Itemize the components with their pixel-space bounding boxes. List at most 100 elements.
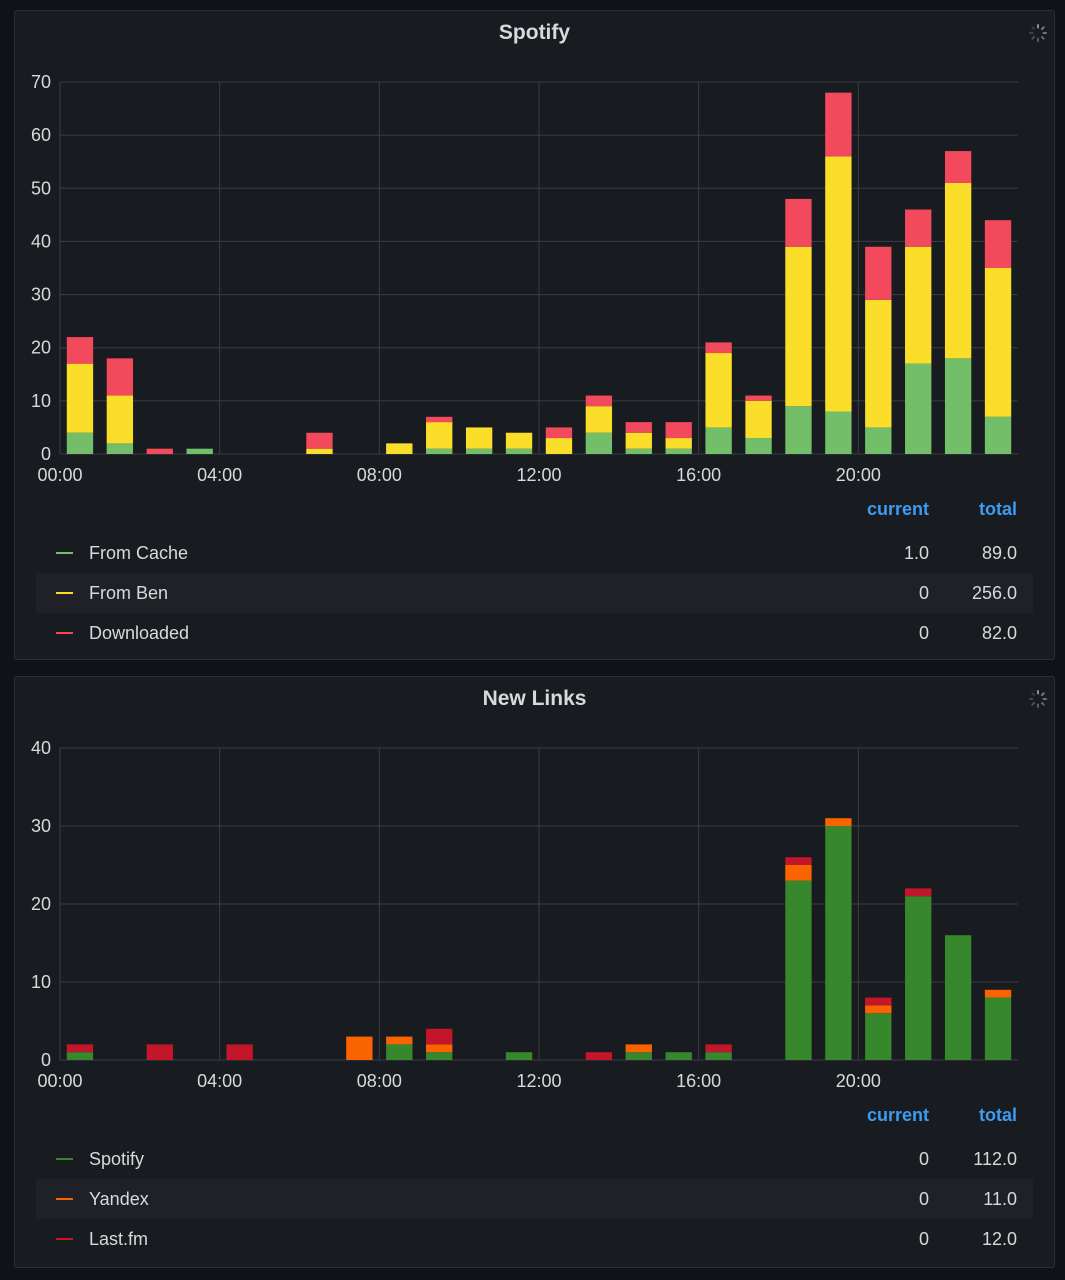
legend-label[interactable]: From Ben	[89, 583, 169, 603]
spotify-bar-chart[interactable]: 0 10 20 30 40 50 60 70 00:00 04:00 08:00 12:00 16:00…	[15, 11, 1056, 501]
series-color-swatch[interactable]	[56, 1158, 73, 1160]
bar-segment	[665, 448, 692, 454]
legend-item-from-ben[interactable]: From Ben 0 256.0	[36, 573, 1033, 613]
legend-label[interactable]: Yandex	[89, 1189, 149, 1209]
legend-header-current[interactable]: current	[866, 1105, 929, 1125]
y-tick-label: 0	[41, 444, 51, 464]
bar-segment	[426, 1028, 453, 1045]
bar-segment	[426, 448, 453, 454]
bar-segment	[146, 448, 173, 454]
legend-total-value: 112.0	[973, 1149, 1017, 1169]
bar-segment	[625, 1044, 652, 1053]
legend-current-value: 0	[918, 583, 929, 603]
bar-segment	[705, 1044, 732, 1053]
bar-segment	[186, 448, 213, 454]
bar-segment	[66, 1044, 94, 1053]
bar-segment	[825, 818, 852, 826]
bar-segment	[585, 406, 613, 433]
x-tick-label: 08:00	[357, 1071, 402, 1091]
y-tick-label: 0	[41, 1050, 51, 1070]
legend-item-downloaded[interactable]: Downloaded 0 82.0	[36, 613, 1033, 653]
bar-segment	[625, 432, 652, 449]
y-tick-label: 40	[31, 738, 51, 758]
bar-segment	[545, 438, 573, 454]
bar-segment	[984, 989, 1012, 998]
bar-segment	[386, 1044, 413, 1060]
bar-segment	[705, 353, 732, 428]
bar-segment	[745, 438, 772, 454]
legend-current-value: 1.0	[903, 543, 929, 563]
spotify-legend: current total From Cache 1.0 89.0 From B…	[36, 499, 1033, 653]
bar-segment	[306, 448, 333, 454]
legend-item-yandex[interactable]: Yandex 0 11.0	[36, 1179, 1033, 1219]
bar-segment	[785, 406, 812, 454]
new-links-bar-chart[interactable]: 0 10 20 30 40 00:00 04:00 08:00 12:00 16:00 20:00	[15, 677, 1056, 1107]
bar-segment	[585, 432, 613, 454]
bar-segment	[865, 1013, 892, 1060]
legend-current-value: 0	[918, 623, 929, 643]
bar-segment	[865, 299, 892, 428]
legend-label[interactable]: Downloaded	[89, 623, 190, 643]
bar-segment	[705, 427, 732, 454]
bar-segment	[785, 198, 812, 247]
bar-segment	[785, 880, 812, 1060]
x-tick-label: 12:00	[516, 1071, 561, 1091]
series-color-swatch[interactable]	[56, 632, 73, 634]
legend-total-value: 11.0	[983, 1189, 1017, 1209]
y-tick-label: 30	[31, 816, 51, 836]
panel-title[interactable]: Spotify	[498, 21, 571, 44]
legend-item-lastfm[interactable]: Last.fm 0 12.0	[36, 1219, 1033, 1259]
x-tick-label: 04:00	[197, 465, 242, 485]
bar-segment	[825, 411, 852, 454]
bar-segment	[905, 888, 932, 897]
legend-label[interactable]: From Cache	[89, 543, 189, 563]
x-tick-label: 16:00	[676, 1071, 721, 1091]
legend-header-current[interactable]: current	[866, 499, 929, 519]
legend-item-from-cache[interactable]: From Cache 1.0 89.0	[36, 533, 1033, 573]
legend-header-total[interactable]: total	[979, 1105, 1017, 1125]
x-tick-label: 16:00	[676, 465, 721, 485]
bar-segment	[426, 422, 453, 449]
new-links-panel: New Links 0 10 20 30 40 00:00 04:00 08:00 12:00 1…	[14, 676, 1055, 1268]
bar-segment	[346, 1036, 373, 1060]
y-tick-label: 20	[31, 338, 51, 358]
bar-segment	[825, 92, 852, 157]
bar-segment	[825, 826, 852, 1060]
bar-segment	[146, 1044, 173, 1060]
bar-segment	[426, 1052, 453, 1060]
spotify-panel: Spotify 0 10 20 30 40 50 60 70 00:00 04:00 08:00 12…	[14, 10, 1055, 660]
series-color-swatch[interactable]	[56, 1238, 73, 1240]
y-tick-label: 40	[31, 231, 51, 251]
legend-total-value: 12.0	[981, 1229, 1017, 1249]
grid	[59, 747, 1018, 1061]
x-tick-label: 20:00	[836, 1071, 881, 1091]
x-tick-label: 12:00	[516, 465, 561, 485]
bar-segment	[625, 422, 652, 433]
bar-segment	[865, 997, 892, 1006]
bar-segment	[944, 151, 972, 183]
loading-spinner-icon	[1028, 23, 1048, 48]
legend-label[interactable]: Spotify	[89, 1149, 145, 1169]
y-tick-label: 30	[31, 285, 51, 305]
panel-title[interactable]: New Links	[482, 687, 587, 710]
bar-segment	[944, 358, 972, 454]
series-color-swatch[interactable]	[56, 592, 73, 594]
bar-segment	[585, 395, 613, 407]
bar-segment	[625, 1052, 652, 1060]
bar-segment	[545, 427, 573, 439]
legend-label[interactable]: Last.fm	[89, 1229, 149, 1249]
x-tick-label: 08:00	[357, 465, 402, 485]
bar-segment	[306, 432, 333, 449]
y-tick-label: 60	[31, 125, 51, 145]
series-color-swatch[interactable]	[56, 1198, 73, 1200]
legend-item-spotify[interactable]: Spotify 0 112.0	[36, 1139, 1033, 1179]
bar-segment	[106, 443, 134, 454]
bar-segment	[944, 935, 972, 1060]
legend-header-total[interactable]: total	[979, 499, 1017, 519]
x-tick-label: 04:00	[197, 1071, 242, 1091]
series-color-swatch[interactable]	[56, 552, 73, 554]
bar-segment	[426, 1044, 453, 1053]
bar-segment	[705, 1052, 732, 1060]
bar-segment	[865, 1005, 892, 1014]
bar-segment	[106, 358, 134, 396]
